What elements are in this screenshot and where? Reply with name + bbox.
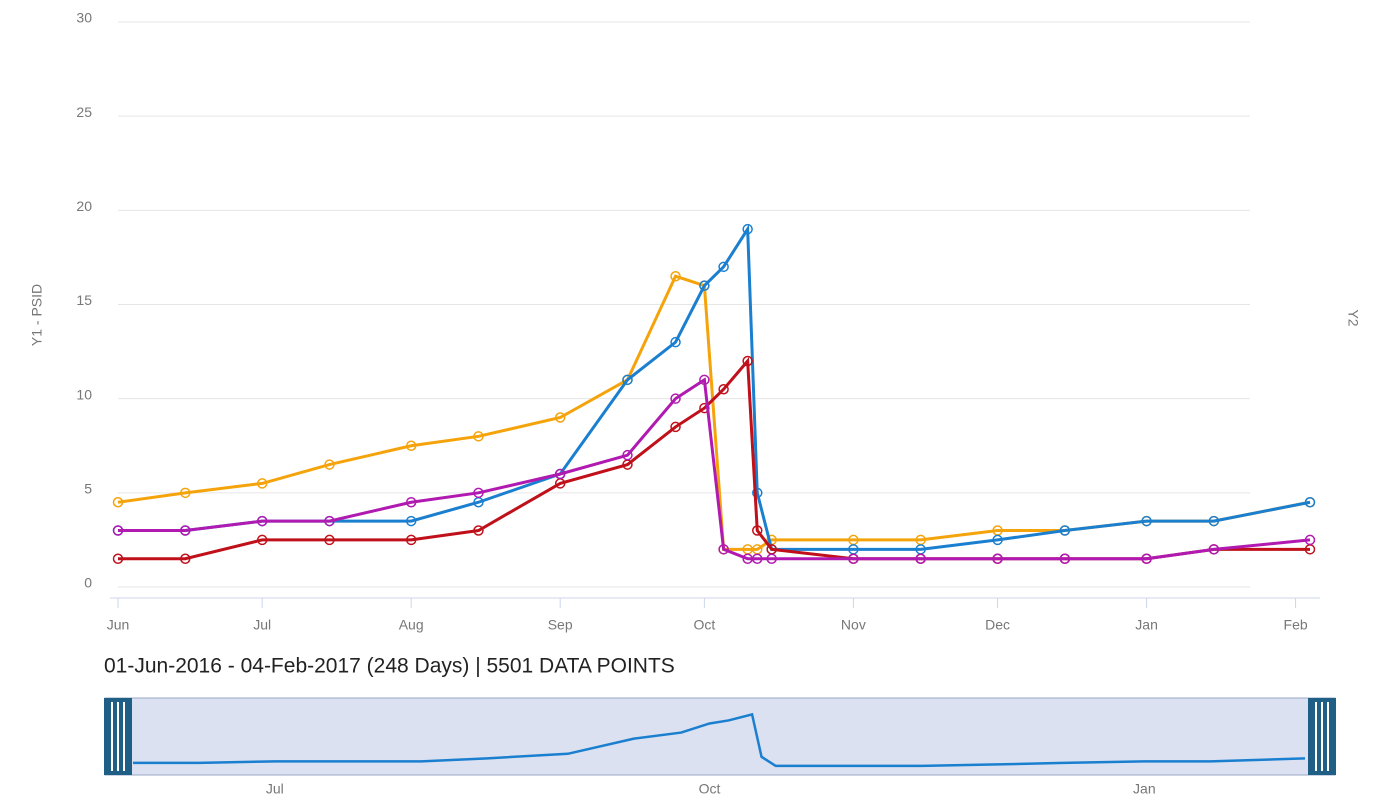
y-tick-label: 15 (76, 292, 92, 308)
point (324, 459, 335, 470)
point (1304, 497, 1316, 508)
navigator-tick-label: Oct (699, 781, 721, 797)
y2-axis-label: Y2 (1345, 309, 1361, 326)
point (718, 261, 729, 273)
point (742, 223, 753, 235)
navigator-handle-right[interactable] (1308, 698, 1336, 775)
point (848, 553, 859, 564)
point (473, 525, 484, 536)
point (405, 497, 417, 508)
point (670, 421, 681, 433)
point (256, 515, 268, 527)
point (405, 534, 417, 546)
x-tick-label: Oct (693, 617, 715, 633)
point (1208, 544, 1220, 555)
point (992, 534, 1003, 546)
point (699, 280, 710, 291)
y-axis-label: Y1 - PSID (29, 284, 45, 346)
series-line (118, 377, 1311, 561)
point (473, 487, 484, 499)
point (992, 553, 1003, 564)
point (742, 355, 753, 367)
y-tick-label: 10 (76, 386, 92, 402)
navigator[interactable] (104, 697, 1336, 776)
x-tick-label: Jan (1135, 617, 1158, 633)
subtitle: 01-Jun-2016 - 04-Feb-2017 (248 Days) | 5… (104, 655, 675, 678)
point (1059, 553, 1071, 564)
point (112, 553, 124, 564)
point (1208, 515, 1220, 527)
series-line (118, 224, 1311, 551)
y-tick-label: 20 (76, 198, 92, 214)
point (112, 525, 124, 536)
point (1059, 525, 1071, 536)
point (405, 440, 417, 451)
y-tick-label: 25 (76, 104, 92, 120)
point (622, 449, 633, 461)
point (752, 487, 763, 499)
x-tick-label: Dec (985, 617, 1010, 633)
point (670, 336, 681, 348)
point (180, 525, 191, 536)
point (405, 515, 417, 527)
y-tick-label: 0 (84, 575, 92, 591)
point (752, 525, 763, 536)
x-tick-label: Feb (1284, 617, 1308, 633)
point (473, 431, 484, 442)
navigator-handle-left[interactable] (104, 698, 132, 775)
point (256, 534, 268, 546)
point (256, 478, 268, 489)
point (622, 374, 633, 386)
point (718, 384, 729, 395)
point (1141, 553, 1152, 564)
point (180, 553, 191, 564)
point (1141, 515, 1152, 527)
x-tick-label: Nov (841, 617, 866, 633)
x-tick-label: Sep (548, 617, 573, 633)
point (766, 553, 777, 564)
point (1304, 534, 1316, 546)
x-tick-label: Jul (253, 617, 271, 633)
point (554, 468, 566, 480)
navigator-tick-label: Jan (1133, 781, 1156, 797)
x-tick-label: Aug (399, 617, 424, 633)
point (112, 497, 124, 508)
point (324, 534, 335, 546)
point (180, 487, 191, 499)
point (670, 393, 681, 404)
series-line (117, 274, 1311, 551)
x-tick-label: Jun (107, 617, 130, 633)
point (699, 374, 710, 386)
navigator-tick-label: Jul (266, 781, 284, 797)
point (915, 553, 926, 564)
y-tick-label: 5 (84, 481, 92, 497)
point (718, 544, 729, 555)
point (324, 515, 335, 527)
navigator-line (133, 712, 1306, 768)
point (752, 553, 763, 564)
point (670, 271, 681, 282)
point (554, 412, 566, 423)
y-tick-label: 30 (76, 10, 92, 26)
